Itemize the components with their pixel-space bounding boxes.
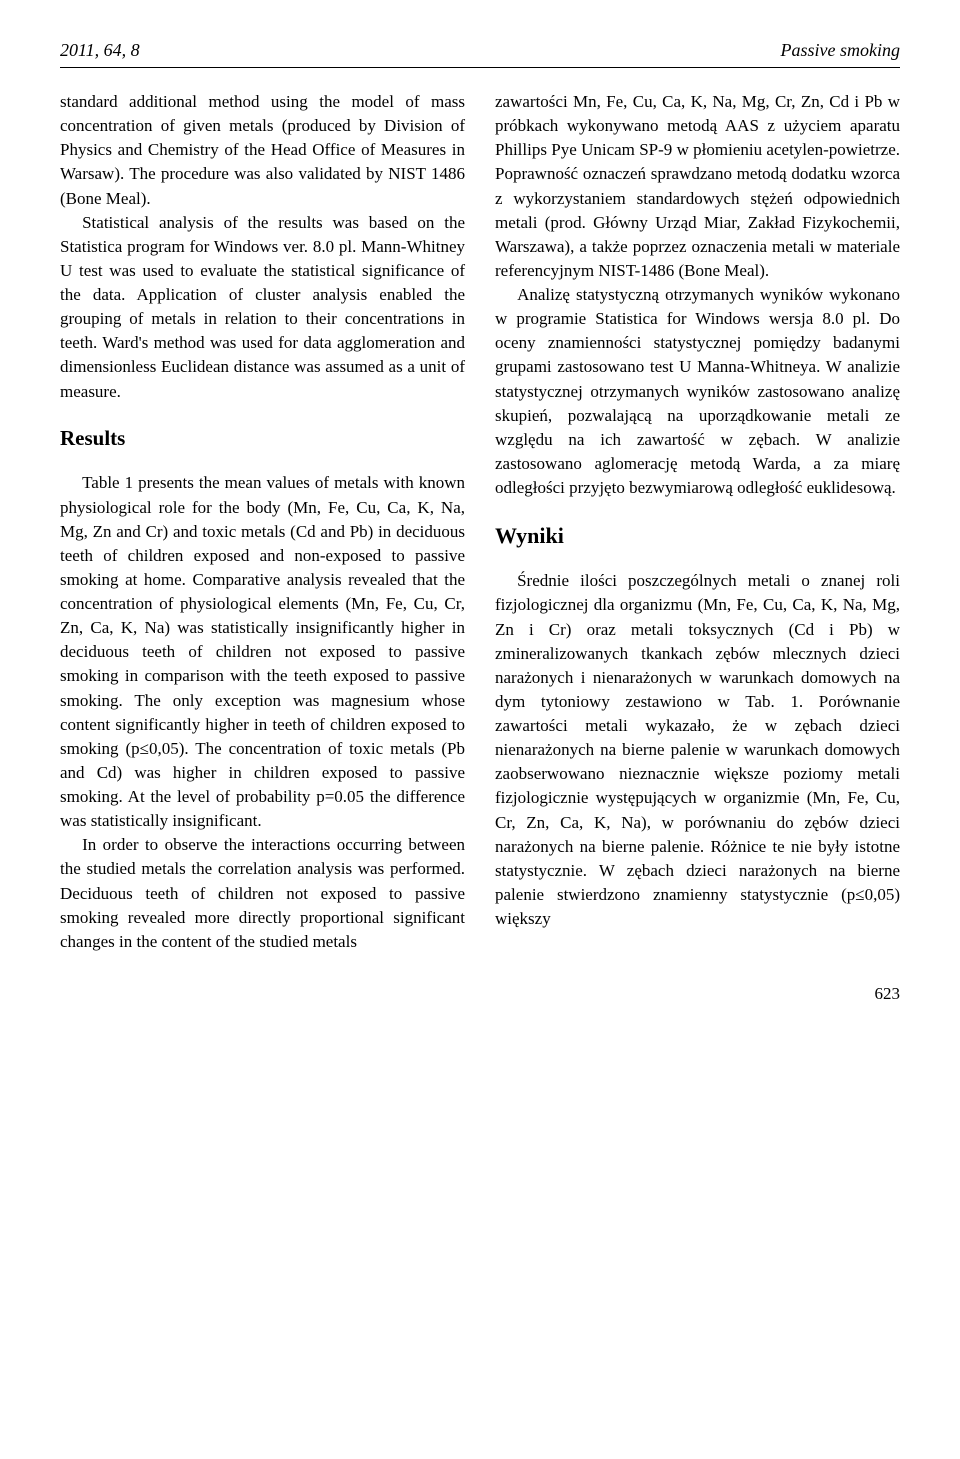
right-column: zawartości Mn, Fe, Cu, Ca, K, Na, Mg, Cr…: [495, 90, 900, 954]
header-left: 2011, 64, 8: [60, 40, 140, 61]
left-para-3: Table 1 presents the mean values of meta…: [60, 471, 465, 833]
page-number: 623: [60, 984, 900, 1004]
content-columns: standard additional method using the mod…: [60, 90, 900, 954]
wyniki-heading: Wyniki: [495, 520, 900, 551]
right-para-1: zawartości Mn, Fe, Cu, Ca, K, Na, Mg, Cr…: [495, 90, 900, 283]
left-column: standard additional method using the mod…: [60, 90, 465, 954]
left-para-4: In order to observe the interactions occ…: [60, 833, 465, 954]
results-heading: Results: [60, 424, 465, 454]
right-para-2: Analizę statystyczną otrzymanych wyników…: [495, 283, 900, 500]
right-para-3: Średnie ilości poszczególnych metali o z…: [495, 569, 900, 931]
page-header: 2011, 64, 8 Passive smoking: [60, 40, 900, 68]
header-right: Passive smoking: [781, 40, 900, 61]
left-para-2: Statistical analysis of the results was …: [60, 211, 465, 404]
left-para-1: standard additional method using the mod…: [60, 90, 465, 211]
